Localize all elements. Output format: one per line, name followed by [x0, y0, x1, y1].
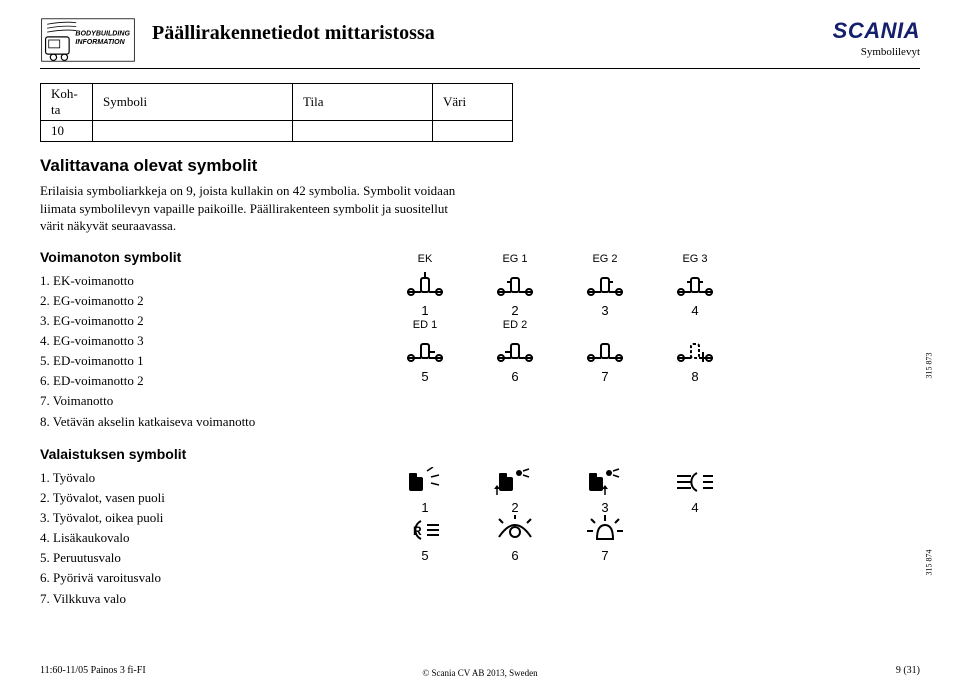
pto-icon — [650, 271, 740, 299]
pto-label: EG 2 — [560, 253, 650, 267]
lighting-figure: 1 2 3 4 R 5 6 7 315 874 — [380, 468, 920, 609]
pto-num: 2 — [470, 303, 560, 317]
pto-label — [650, 319, 740, 333]
list-item: 7. Vilkkuva valo — [40, 589, 340, 609]
pto-icon — [560, 271, 650, 299]
pto-list: 1. EK-voimanotto 2. EG-voimanotto 2 3. E… — [40, 271, 340, 432]
lighting-icon — [650, 516, 740, 544]
page-footer: 11:60-11/05 Painos 3 fi-FI 9 (31) © Scan… — [40, 665, 920, 676]
list-item: 5. ED-voimanotto 1 — [40, 351, 340, 371]
document-title: Päällirakennetiedot mittaristossa — [152, 22, 435, 45]
brand-block: SCANIA Symbolilevyt — [833, 18, 920, 58]
list-item: 1. EK-voimanotto — [40, 271, 340, 291]
pto-num: 8 — [650, 369, 740, 383]
list-item: 5. Peruutusvalo — [40, 548, 340, 568]
lighting-num: 2 — [470, 500, 560, 514]
page-content: Koh- ta Symboli Tila Väri 10 Valittavana… — [40, 83, 920, 609]
list-item: 4. Lisäkaukovalo — [40, 528, 340, 548]
lighting-num: 3 — [560, 500, 650, 514]
list-item: 8. Vetävän akselin katkaiseva voimanotto — [40, 412, 340, 432]
pto-icon — [650, 337, 740, 365]
meta-th-symboli: Symboli — [93, 84, 293, 121]
lighting-num: 7 — [560, 548, 650, 562]
list-item: 6. Pyörivä varoitusvalo — [40, 568, 340, 588]
meta-th-vari: Väri — [433, 84, 513, 121]
svg-text:INFORMATION: INFORMATION — [75, 39, 125, 46]
list-item: 4. EG-voimanotto 3 — [40, 331, 340, 351]
meta-th-kohta: Koh- ta — [41, 84, 93, 121]
footer-left: 11:60-11/05 Painos 3 fi-FI — [40, 665, 146, 676]
lighting-heading: Valaistuksen symbolit — [40, 446, 920, 462]
lighting-list: 1. Työvalo 2. Työvalot, vasen puoli 3. T… — [40, 468, 340, 609]
pto-icon — [470, 337, 560, 365]
page-header: BODYBUILDING INFORMATION Päällirakenneti… — [40, 18, 920, 69]
svg-text:BODYBUILDING: BODYBUILDING — [75, 30, 130, 37]
list-item: 2. EG-voimanotto 2 — [40, 291, 340, 311]
pto-label: ED 1 — [380, 319, 470, 333]
lighting-num: 1 — [380, 500, 470, 514]
available-symbols-body: Erilaisia symboliarkkeja on 9, joista ku… — [40, 182, 470, 235]
lighting-icon — [470, 516, 560, 544]
pto-num: 1 — [380, 303, 470, 317]
meta-th-tila: Tila — [293, 84, 433, 121]
pto-label: EG 1 — [470, 253, 560, 267]
pto-icon — [470, 271, 560, 299]
list-item: 2. Työvalot, vasen puoli — [40, 488, 340, 508]
footer-right: 9 (31) — [896, 665, 920, 676]
lighting-num: 6 — [470, 548, 560, 562]
pto-label: ED 2 — [470, 319, 560, 333]
lighting-icon — [560, 468, 650, 496]
bodybuilding-logo: BODYBUILDING INFORMATION — [40, 18, 136, 62]
lighting-icon — [650, 468, 740, 496]
pto-icon — [380, 271, 470, 299]
list-item: 1. Työvalo — [40, 468, 340, 488]
pto-num: 5 — [380, 369, 470, 383]
figure-code: 315 873 — [925, 352, 934, 378]
pto-label — [560, 319, 650, 333]
lighting-icon — [560, 516, 650, 544]
scania-logo: SCANIA — [833, 18, 920, 44]
list-item: 7. Voimanotto — [40, 391, 340, 411]
list-item: 6. ED-voimanotto 2 — [40, 371, 340, 391]
list-item: 3. Työvalot, oikea puoli — [40, 508, 340, 528]
brand-subtitle: Symbolilevyt — [833, 46, 920, 58]
meta-td-vari — [433, 121, 513, 142]
meta-td-kohta: 10 — [41, 121, 93, 142]
pto-icon — [560, 337, 650, 365]
svg-text:R: R — [413, 524, 422, 538]
pto-num: 6 — [470, 369, 560, 383]
pto-icon — [380, 337, 470, 365]
pto-num: 3 — [560, 303, 650, 317]
meta-td-symboli — [93, 121, 293, 142]
pto-label: EG 3 — [650, 253, 740, 267]
lighting-num: 5 — [380, 548, 470, 562]
lighting-icon — [470, 468, 560, 496]
pto-figure: EK EG 1 EG 2 EG 3 1 2 3 4 ED 1 ED 2 — [380, 253, 920, 432]
pto-num: 4 — [650, 303, 740, 317]
footer-center: © Scania CV AB 2013, Sweden — [422, 668, 537, 678]
meta-table: Koh- ta Symboli Tila Väri 10 — [40, 83, 513, 142]
lighting-num — [650, 548, 740, 562]
pto-label: EK — [380, 253, 470, 267]
meta-td-tila — [293, 121, 433, 142]
available-symbols-heading: Valittavana olevat symbolit — [40, 156, 920, 176]
lighting-num: 4 — [650, 500, 740, 514]
lighting-icon — [380, 468, 470, 496]
figure-code: 315 874 — [925, 549, 934, 575]
pto-num: 7 — [560, 369, 650, 383]
list-item: 3. EG-voimanotto 2 — [40, 311, 340, 331]
lighting-icon: R — [380, 516, 470, 544]
